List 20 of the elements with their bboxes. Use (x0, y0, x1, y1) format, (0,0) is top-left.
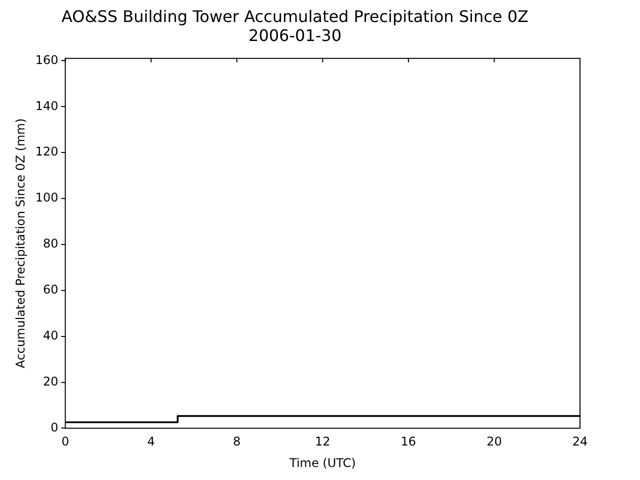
y-tick-label: 160 (35, 52, 58, 67)
x-tick-label: 8 (233, 434, 241, 449)
x-tick-label: 20 (486, 434, 502, 449)
x-tick-label: 24 (572, 434, 588, 449)
chart-subtitle: 2006-01-30 (248, 26, 342, 45)
y-tick-label: 60 (43, 282, 58, 297)
x-tick-label: 16 (400, 434, 416, 449)
x-tick-label: 0 (61, 434, 70, 449)
y-tick-label: 20 (43, 374, 58, 388)
x-tick-label: 12 (315, 434, 330, 449)
chart-title: AO&SS Building Tower Accumulated Precipitation Since 0Z (62, 6, 529, 26)
y-tick-label: 40 (43, 328, 58, 342)
y-tick-label: 100 (35, 190, 58, 205)
y-tick-label: 0 (50, 420, 58, 434)
x-axis-title: Time (UTC) (288, 456, 356, 470)
y-tick-label: 80 (43, 236, 58, 251)
y-tick-label: 120 (35, 144, 58, 159)
y-tick-label: 140 (35, 98, 58, 113)
y-axis-title: Accumulated Precipitation Since 0Z (mm) (13, 118, 28, 368)
x-tick-label: 4 (147, 434, 155, 449)
